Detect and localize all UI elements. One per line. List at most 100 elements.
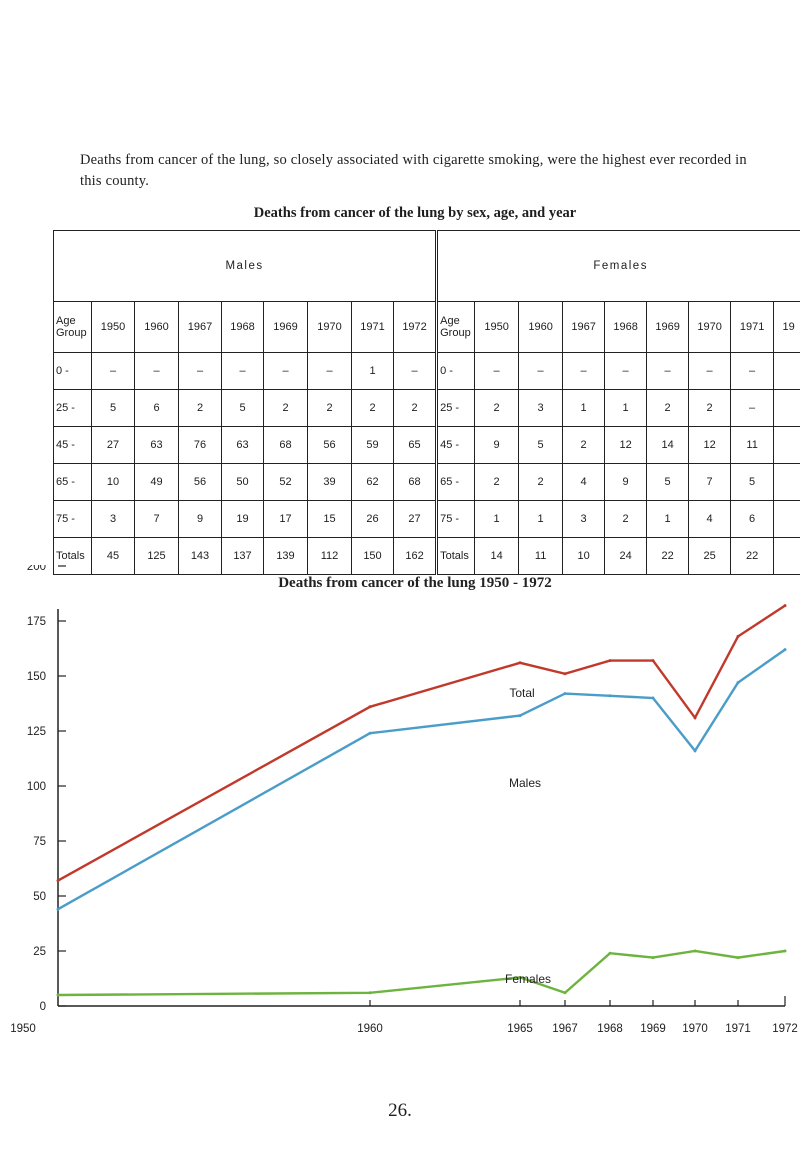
age-group-cell: 65 - [435, 463, 476, 501]
y-tick-label: 75 [33, 836, 46, 848]
male-value-cell: – [178, 352, 222, 390]
male-value-cell: 6 [134, 389, 179, 427]
year-header: 19 [773, 301, 800, 353]
male-value-cell: – [91, 352, 135, 390]
year-header: 1950 [91, 301, 135, 353]
age-group-cell: 75 - [53, 500, 92, 538]
data-point-males [518, 714, 522, 718]
female-value-cell [773, 537, 800, 575]
male-value-cell: 2 [263, 389, 308, 427]
female-value-cell: 2 [518, 463, 564, 501]
x-tick-label: 1960 [357, 1023, 383, 1035]
table-title: Deaths from cancer of the lung by sex, a… [253, 205, 577, 221]
series-label-total: Total [509, 686, 534, 700]
female-value-cell: 5 [518, 426, 564, 464]
male-value-cell: 65 [392, 426, 438, 464]
x-tick-label: 1969 [640, 1023, 666, 1035]
male-value-cell: – [392, 352, 438, 390]
female-value-cell: 12 [688, 426, 732, 464]
data-point-total [518, 661, 522, 665]
table-row: 45 -27 63 76 63 68 56 59 65 45 -9 5 2 12 14 12 11 [53, 426, 800, 464]
table-row: 25 -5 6 2 5 2 2 2 2 25 -2 3 1 1 2 2– [53, 389, 800, 427]
male-value-cell: – [134, 352, 179, 390]
female-value-cell: – [730, 389, 775, 427]
data-point-males [563, 692, 567, 696]
female-value-cell: 12 [604, 426, 648, 464]
data-point-females [783, 949, 787, 953]
intro-paragraph: Deaths from cancer of the lung, so close… [80, 152, 747, 189]
data-point-females [563, 991, 567, 995]
female-value-cell: 11 [518, 537, 564, 575]
data-point-males [368, 731, 372, 735]
female-value-cell: 14 [646, 426, 690, 464]
female-value-cell: 2 [604, 500, 648, 538]
male-value-cell: 5 [91, 389, 135, 427]
data-point-females [368, 991, 372, 995]
female-value-cell [773, 352, 800, 390]
female-value-cell: – [474, 352, 520, 390]
year-header: 1968 [604, 301, 648, 353]
female-value-cell [773, 463, 800, 501]
series-line-males [57, 648, 786, 911]
data-point-total [368, 705, 372, 709]
male-value-cell: 68 [263, 426, 308, 464]
x-tick-label: 1968 [597, 1023, 623, 1035]
male-value-cell: 112 [307, 537, 352, 575]
year-header: 1950 [474, 301, 520, 353]
female-value-cell: 3 [518, 389, 564, 427]
male-value-cell: 56 [307, 426, 352, 464]
female-value-cell: 5 [646, 463, 690, 501]
female-value-cell: 11 [730, 426, 775, 464]
age-group-cell: 45 - [435, 426, 476, 464]
female-value-cell: 9 [474, 426, 520, 464]
male-value-cell: 2 [392, 389, 438, 427]
age-group-cell: 0 - [435, 352, 476, 390]
data-point-females [693, 949, 697, 953]
female-value-cell: – [518, 352, 564, 390]
x-tick-label: 1972 [772, 1023, 798, 1035]
data-point-males [736, 681, 740, 685]
male-value-cell: 150 [351, 537, 394, 575]
male-value-cell: 27 [91, 426, 135, 464]
y-tick-label: 50 [33, 891, 46, 903]
year-header: 1967 [178, 301, 222, 353]
female-value-cell: 1 [604, 389, 648, 427]
y-tick-label: 175 [27, 616, 46, 628]
female-value-cell: 1 [518, 500, 564, 538]
data-point-males [651, 696, 655, 700]
females-heading: Females [435, 230, 800, 302]
year-header: 1970 [688, 301, 732, 353]
data-point-total [783, 604, 787, 608]
male-value-cell: 26 [351, 500, 394, 538]
y-tick-label: 100 [27, 781, 46, 793]
male-value-cell: 39 [307, 463, 352, 501]
male-value-cell: 63 [221, 426, 264, 464]
year-header: 1969 [263, 301, 308, 353]
data-point-total [56, 879, 60, 883]
data-point-females [56, 993, 60, 997]
year-header: 1971 [730, 301, 775, 353]
data-point-total [651, 659, 655, 663]
year-header: 1971 [351, 301, 394, 353]
male-value-cell: 56 [178, 463, 222, 501]
age-group-cell: Totals [53, 537, 92, 575]
male-value-cell: 17 [263, 500, 308, 538]
male-value-cell: 1 [351, 352, 394, 390]
male-value-cell: 143 [178, 537, 222, 575]
year-header: 1960 [518, 301, 564, 353]
age-group-cell: 65 - [53, 463, 92, 501]
data-point-females [608, 951, 612, 955]
female-value-cell: – [604, 352, 648, 390]
male-value-cell: 5 [221, 389, 264, 427]
year-header: 1969 [646, 301, 690, 353]
x-tick-label: 1950 [10, 1023, 36, 1035]
male-value-cell: 2 [351, 389, 394, 427]
female-value-cell: 5 [730, 463, 775, 501]
male-value-cell: 2 [307, 389, 352, 427]
female-value-cell [773, 389, 800, 427]
data-point-total [563, 672, 567, 676]
year-header: 1970 [307, 301, 352, 353]
age-group-header: Age Group [53, 301, 92, 353]
male-value-cell: 7 [134, 500, 179, 538]
